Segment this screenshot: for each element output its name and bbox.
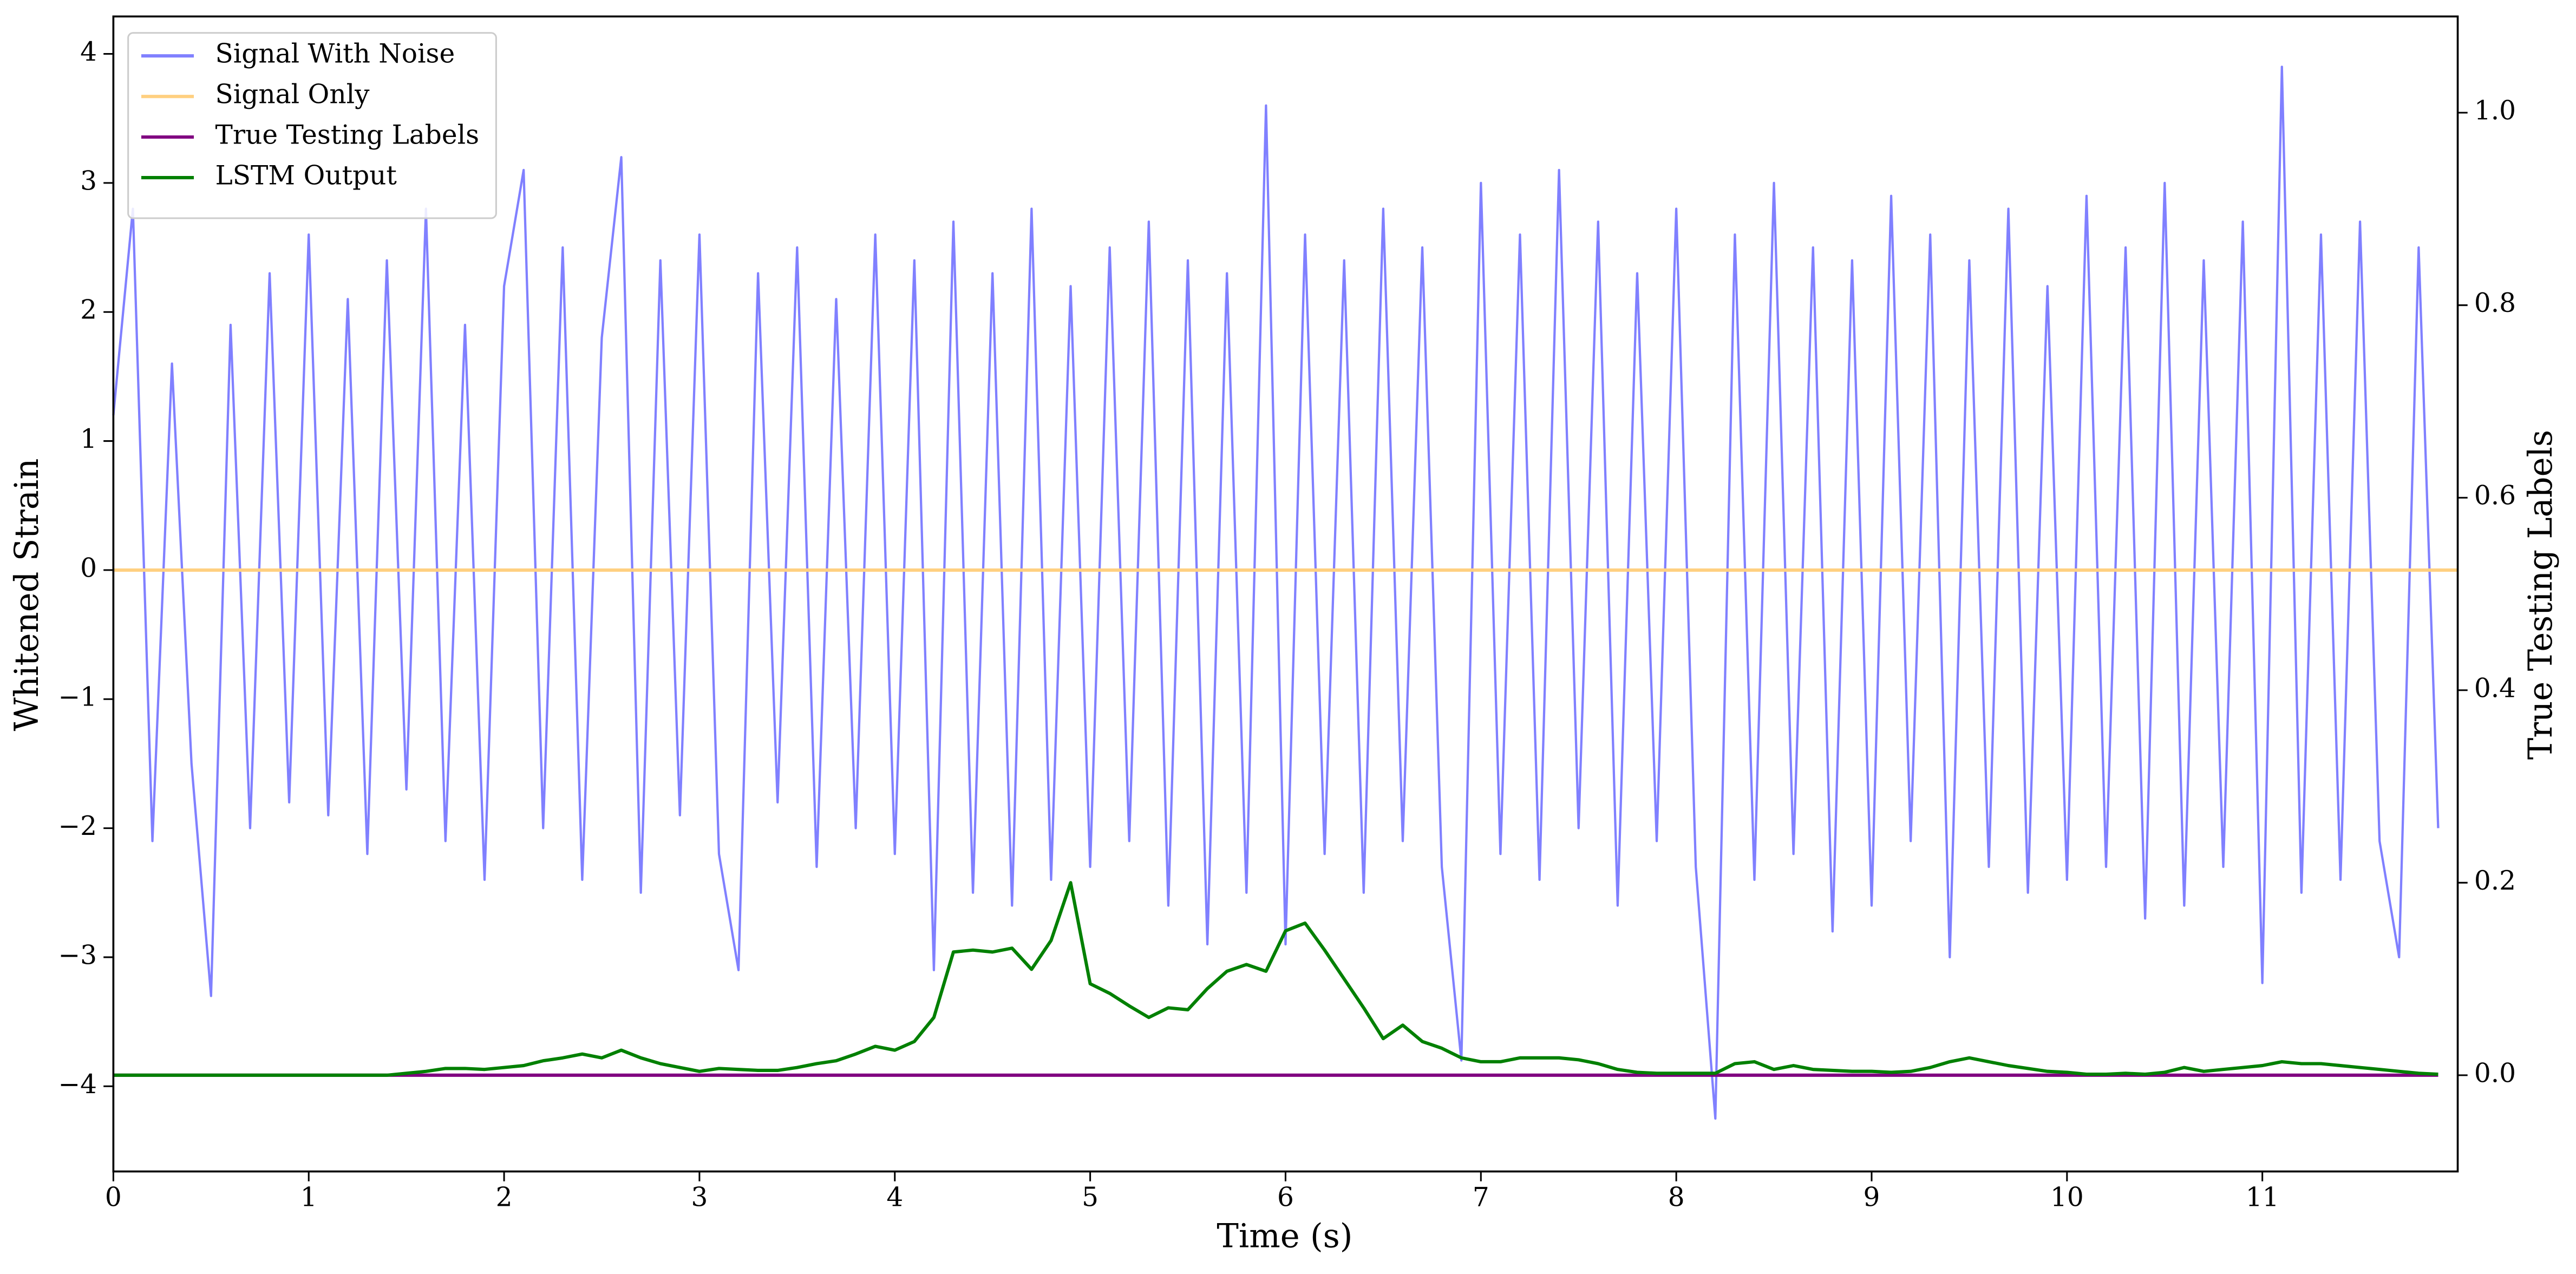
y-axis-label: Whitened Strain xyxy=(8,459,46,731)
legend-label: True Testing Labels xyxy=(215,120,480,151)
legend-box xyxy=(127,32,497,219)
y2-tick-label: 0.2 xyxy=(2474,866,2516,896)
series-line xyxy=(112,66,2440,1120)
x-tick-label: 9 xyxy=(1864,1182,1880,1213)
series-line xyxy=(113,881,2438,1077)
x-tick-label: 1 xyxy=(300,1182,317,1213)
legend-label: Signal With Noise xyxy=(215,39,455,69)
x-tick-label: 4 xyxy=(886,1182,903,1213)
y2-tick-label: 1.0 xyxy=(2474,96,2516,126)
x-axis-label: Time (s) xyxy=(1217,1218,1352,1256)
y-tick-label: −2 xyxy=(58,811,97,841)
y-tick-label: −3 xyxy=(58,940,97,970)
y2-tick-label: 0.4 xyxy=(2474,673,2516,703)
y-tick-label: 4 xyxy=(80,37,97,67)
x-tick-label: 2 xyxy=(496,1182,513,1213)
legend-label: Signal Only xyxy=(215,80,370,110)
y-tick-label: −1 xyxy=(58,682,97,713)
y-tick-label: −4 xyxy=(58,1069,97,1100)
y-tick-label: 0 xyxy=(80,553,97,583)
x-tick-label: 7 xyxy=(1473,1182,1489,1213)
x-tick-label: 10 xyxy=(2050,1182,2084,1213)
x-tick-label: 5 xyxy=(1082,1182,1099,1213)
y2-tick-label: 0.8 xyxy=(2474,288,2516,318)
x-tick-label: 3 xyxy=(691,1182,708,1213)
x-tick-label: 11 xyxy=(2246,1182,2279,1213)
y2-axis-label: True Testing Labels xyxy=(2522,430,2560,760)
y-tick-label: 1 xyxy=(80,424,97,454)
x-tick-label: 6 xyxy=(1277,1182,1294,1213)
legend-label: LSTM Output xyxy=(215,161,397,191)
y2-tick-label: 0.6 xyxy=(2474,481,2516,511)
x-tick-label: 0 xyxy=(105,1182,122,1213)
plot-frame xyxy=(112,15,2459,1173)
y-tick-label: 3 xyxy=(80,166,97,196)
x-tick-label: 8 xyxy=(1668,1182,1685,1213)
y2-tick-label: 0.0 xyxy=(2474,1058,2516,1088)
y-tick-label: 2 xyxy=(80,295,97,325)
